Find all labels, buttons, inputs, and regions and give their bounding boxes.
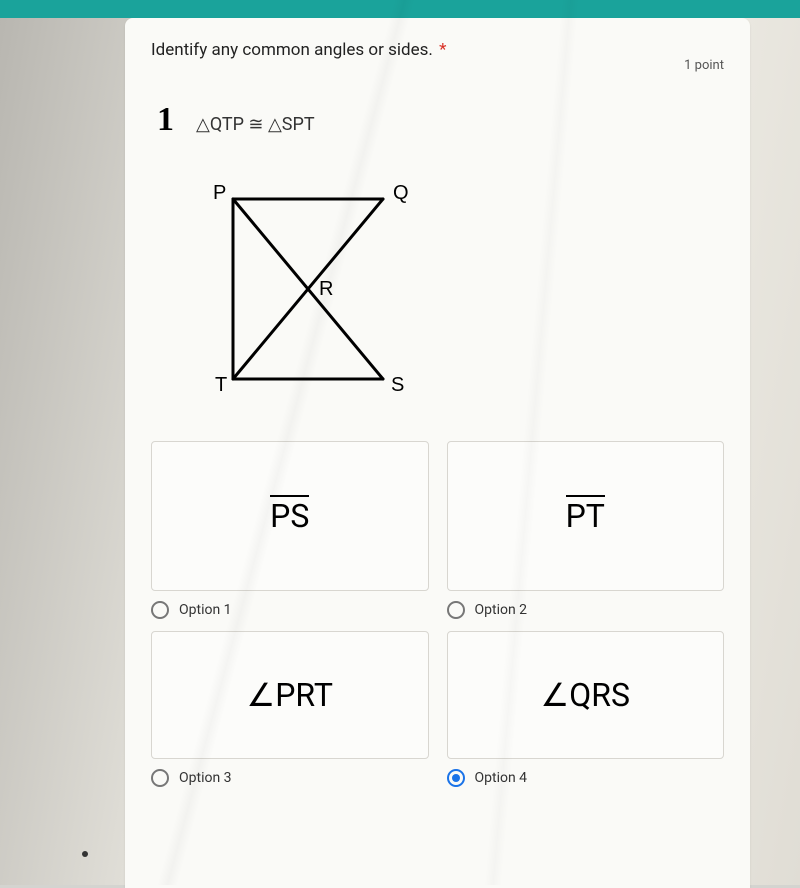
decorative-dot [82, 851, 88, 857]
radio-icon [447, 601, 465, 619]
options-grid: PS Option 1 PT Option 2 ∠PRT Option 3 [151, 441, 724, 787]
question-header: Identify any common angles or sides. * 1… [151, 40, 724, 73]
radio-dot-icon [452, 774, 460, 782]
svg-text:T: T [215, 374, 227, 396]
question-card: Identify any common angles or sides. * 1… [125, 18, 750, 888]
svg-text:Q: Q [393, 182, 409, 204]
geometry-diagram: P Q T S R [193, 169, 724, 413]
radio-label-1: Option 1 [179, 602, 232, 618]
radio-option-1[interactable]: Option 1 [151, 601, 429, 619]
option-cell-4: ∠QRS Option 4 [447, 631, 725, 787]
svg-text:P: P [213, 182, 226, 204]
radio-label-2: Option 2 [475, 602, 528, 618]
option-cell-2: PT Option 2 [447, 441, 725, 619]
svg-text:R: R [319, 278, 333, 300]
option-cell-3: ∠PRT Option 3 [151, 631, 429, 787]
radio-icon [151, 769, 169, 787]
problem-statement: 1 △QTP ≅ △SPT [157, 101, 724, 139]
radio-label-4: Option 4 [475, 770, 528, 786]
option-content-1: PS [270, 497, 309, 535]
option-box-2[interactable]: PT [447, 441, 725, 591]
option-box-1[interactable]: PS [151, 441, 429, 591]
radio-icon [447, 769, 465, 787]
option-content-2: PT [566, 497, 605, 535]
points-label: 1 point [684, 58, 724, 73]
radio-option-2[interactable]: Option 2 [447, 601, 725, 619]
option-box-3[interactable]: ∠PRT [151, 631, 429, 759]
option-content-3: ∠PRT [247, 676, 333, 714]
congruence-statement: △QTP ≅ △SPT [196, 114, 315, 135]
header-bar [0, 0, 800, 18]
diagram-svg: P Q T S R [193, 169, 413, 409]
question-title: Identify any common angles or sides. [151, 40, 433, 60]
question-text: Identify any common angles or sides. * [151, 40, 664, 60]
svg-text:S: S [391, 374, 404, 396]
option-box-4[interactable]: ∠QRS [447, 631, 725, 759]
radio-label-3: Option 3 [179, 770, 232, 786]
radio-icon [151, 601, 169, 619]
option-cell-1: PS Option 1 [151, 441, 429, 619]
option-content-4: ∠QRS [541, 676, 630, 714]
required-star-icon: * [439, 40, 446, 60]
radio-option-3[interactable]: Option 3 [151, 769, 429, 787]
radio-option-4[interactable]: Option 4 [447, 769, 725, 787]
problem-number: 1 [157, 101, 174, 139]
